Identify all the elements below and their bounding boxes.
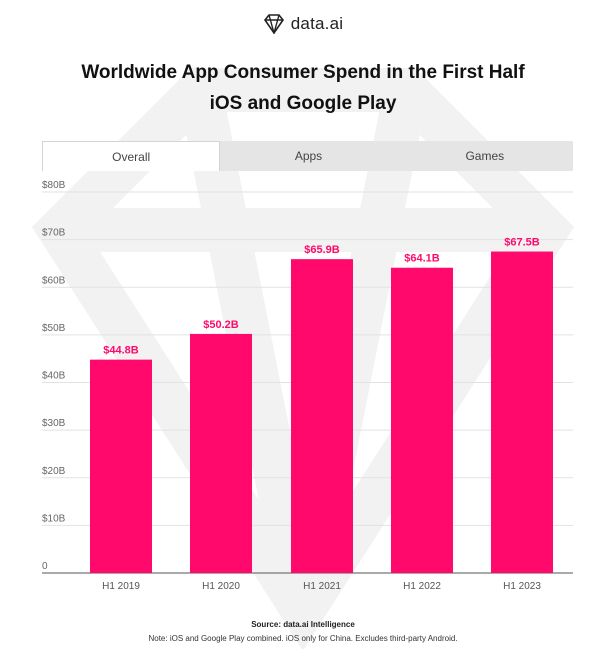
chart-title: Worldwide App Consumer Spend in the Firs… [81,62,525,83]
chart-subtitle: iOS and Google Play [209,93,397,114]
tab-overall[interactable]: Overall [42,141,221,171]
source-text: Source: data.ai Intelligence [251,620,355,629]
x-tick-label: H1 2019 [102,581,140,592]
x-tick-label: H1 2023 [503,581,541,592]
y-tick-label: $40B [42,371,66,382]
y-tick-label: $50B [42,323,66,334]
data-label: $50.2B [203,319,239,331]
bar-h1-2020[interactable] [190,333,252,573]
data-label: $67.5B [504,237,540,249]
bar-h1-2019[interactable] [90,359,152,573]
y-tick-label: 0 [42,561,48,572]
brand-header: data.ai [0,14,606,34]
data-label: $64.1B [404,253,440,265]
data-label: $65.9B [304,244,340,256]
x-tick-label: H1 2022 [403,581,441,592]
x-tick-label: H1 2021 [303,581,341,592]
brand-name: data.ai [290,14,344,33]
y-tick-label: $80B [42,180,66,191]
y-tick-label: $70B [42,228,66,239]
note-text: Note: iOS and Google Play combined. iOS … [148,634,458,643]
tab-games[interactable]: Games [465,149,505,163]
bar-h1-2022[interactable] [391,267,453,573]
y-tick-label: $20B [42,466,66,477]
bar-h1-2021[interactable] [291,259,353,573]
bar-h1-2023[interactable] [491,251,553,573]
x-tick-label: H1 2020 [202,581,240,592]
tab-apps[interactable]: Apps [294,149,323,163]
y-tick-label: $30B [42,418,66,429]
data-label: $44.8B [103,345,139,357]
y-tick-label: $10B [42,513,66,524]
y-tick-label: $60B [42,275,66,286]
diamond-logo-icon [263,14,284,34]
tab-bar: Overall Apps Games [42,141,573,171]
